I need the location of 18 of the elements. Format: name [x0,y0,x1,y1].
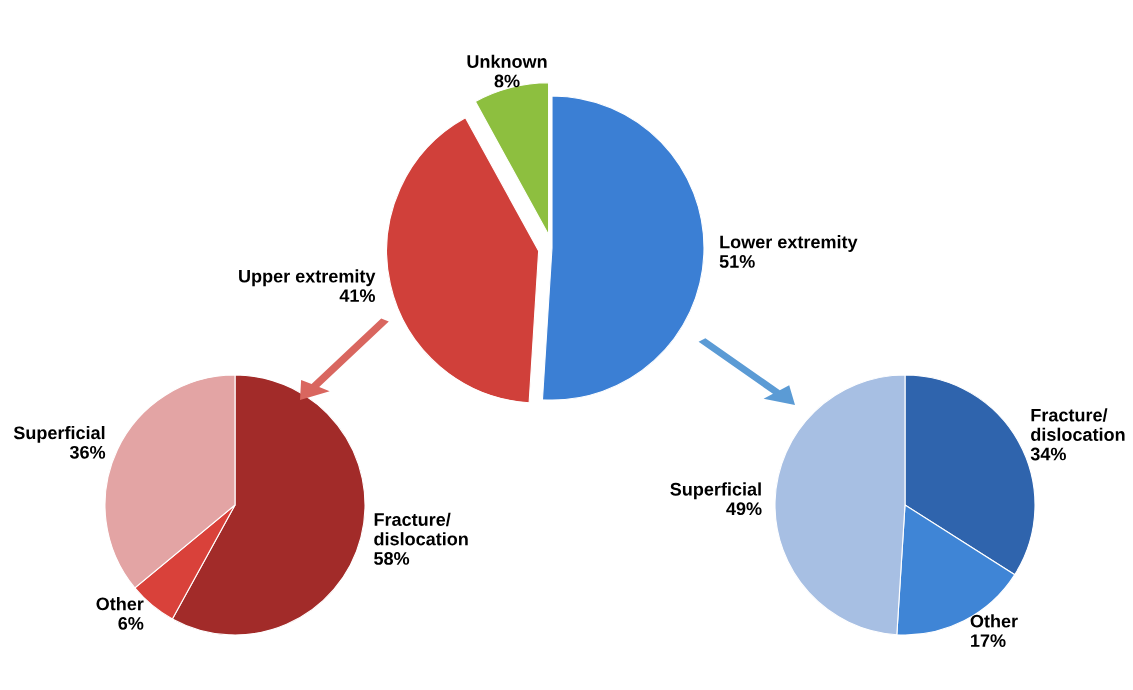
data-label: 34% [1030,447,1066,461]
slice-label: Unknown [467,54,547,68]
slice-label: Fracture/ dislocation [1031,408,1125,441]
slice-label: Other [970,614,1018,628]
data-label: 58% [374,552,410,565]
slice-label: Fracture/ dislocation [374,512,468,546]
data-label: 41% [339,289,375,302]
slice-label: Lower extremity [720,235,858,252]
data-label: 51% [719,255,755,268]
data-label: 8% [494,74,520,88]
slice-label: Other [96,597,144,611]
data-label: 6% [118,616,144,630]
data-label: 36% [69,445,106,459]
slice-label: Upper extremity [239,269,376,287]
data-label: 17% [971,634,1006,647]
slice-label: Superficial [670,482,761,500]
slice-label: Superficial [13,425,105,443]
data-label: 49% [726,502,762,516]
